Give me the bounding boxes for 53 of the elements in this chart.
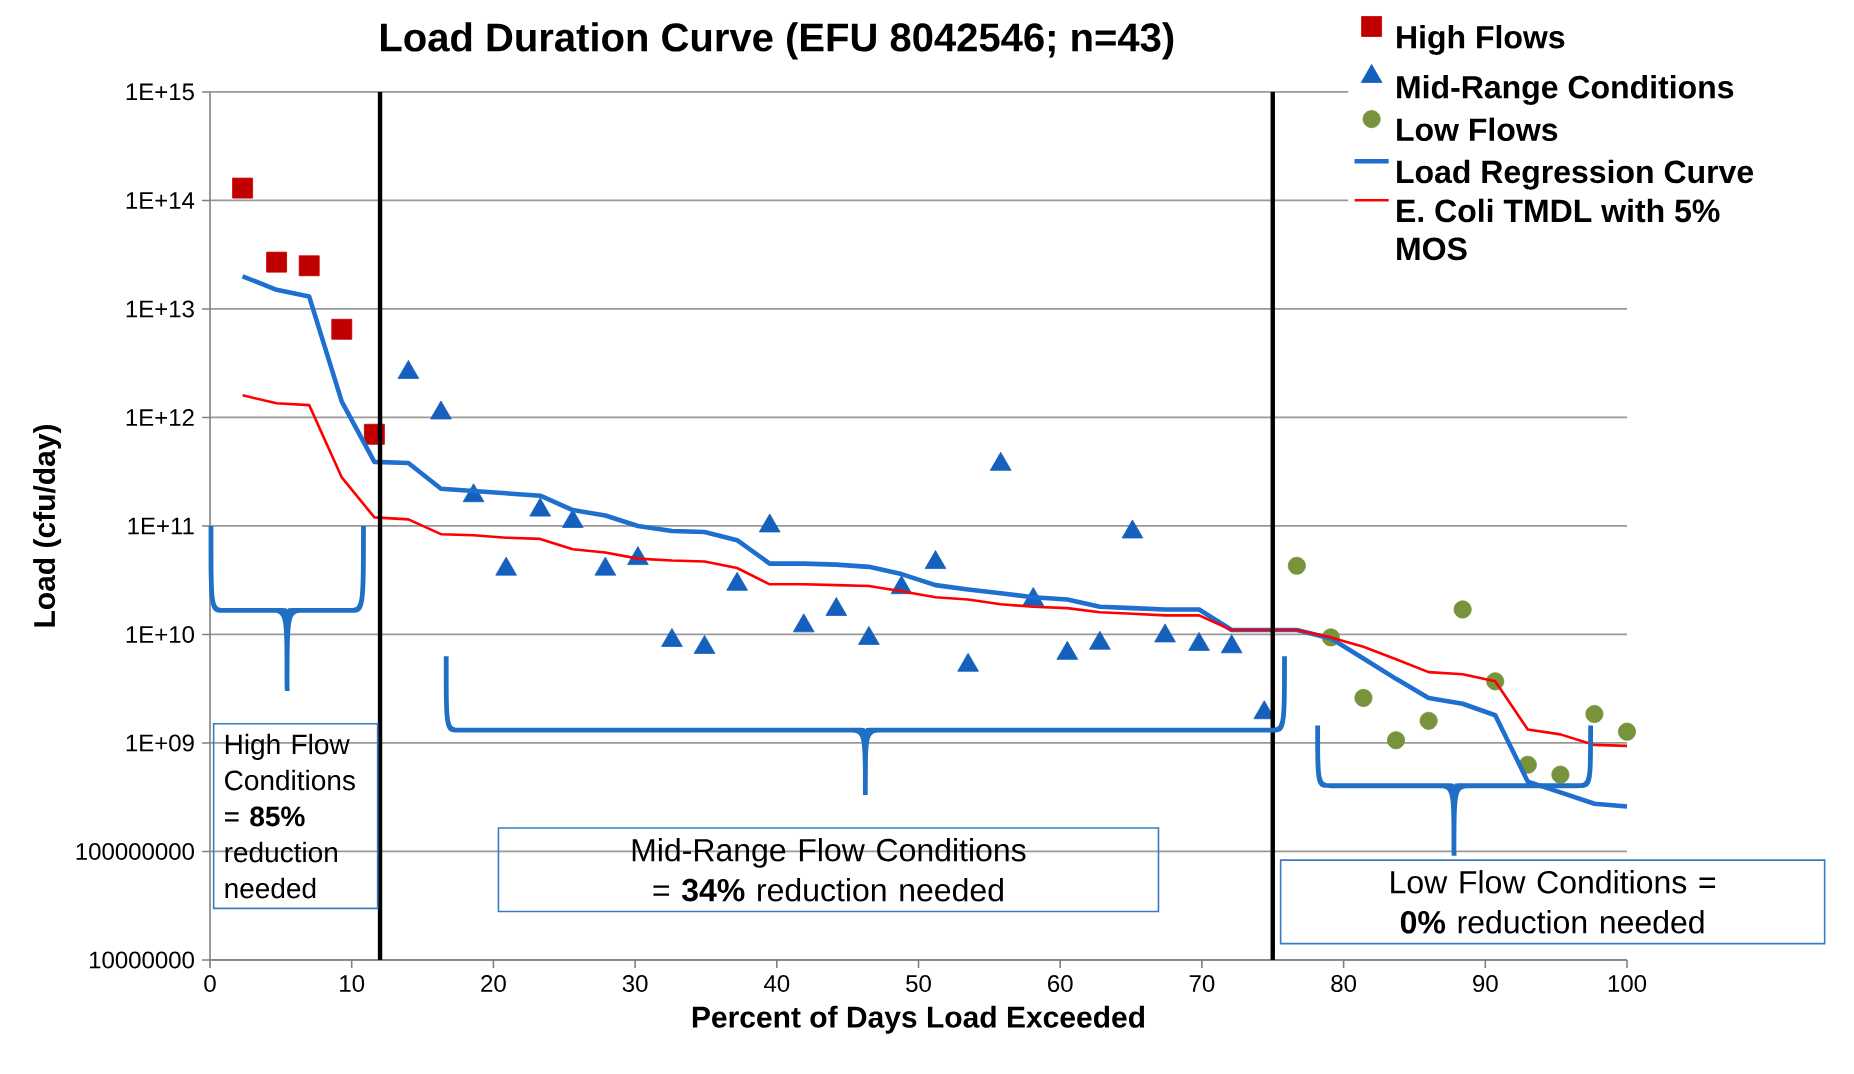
legend-label: Mid-Range Conditions xyxy=(1397,75,1734,105)
x-tick-label: 90 xyxy=(1473,975,1498,992)
x-tick-label: 10 xyxy=(340,975,365,992)
x-tick-label: 30 xyxy=(622,975,648,992)
point xyxy=(792,613,815,633)
legend-label: E. Coli TMDL with 5% MOS xyxy=(1397,198,1720,261)
legend-label: Load Regression Curve xyxy=(1397,159,1754,190)
x-tick-label: 60 xyxy=(1048,975,1073,992)
y-tick-label: 1E+15 xyxy=(126,83,194,101)
y-tick-label: 1E+09 xyxy=(126,734,194,752)
point xyxy=(397,360,420,379)
point xyxy=(430,400,452,420)
x-tick-label: 20 xyxy=(481,975,506,992)
point xyxy=(758,513,781,533)
point xyxy=(594,556,617,576)
point xyxy=(1121,519,1144,539)
point xyxy=(1089,630,1111,650)
x-axis-title: Percent of Days Load Exceeded xyxy=(692,1005,1145,1034)
y-tick-label: 1E+14 xyxy=(126,192,195,209)
legend-label: Low Flows xyxy=(1397,117,1558,142)
x-tick-label: 70 xyxy=(1189,975,1215,992)
annotation: Low Flow Conditions = 0% reduction needed xyxy=(1391,870,1716,934)
x-tick-label: 80 xyxy=(1331,975,1357,992)
point xyxy=(1188,632,1210,651)
annotation: High Flow Conditions = 85% reduction needed xyxy=(225,733,355,899)
point xyxy=(1154,623,1176,643)
point xyxy=(726,571,748,591)
point xyxy=(561,509,584,528)
y-tick-label: 1E+13 xyxy=(126,300,194,318)
y-tick-label: 1E+10 xyxy=(126,625,194,643)
point xyxy=(989,451,1012,471)
annotation: Mid-Range Flow Conditions = 34% reduction needed xyxy=(632,837,1026,902)
point xyxy=(957,652,979,672)
point xyxy=(693,635,716,654)
point xyxy=(924,550,947,569)
point xyxy=(1220,634,1243,654)
y-tick-label: 10000000 xyxy=(89,951,194,969)
point xyxy=(825,597,848,616)
y-tick-label: 100000000 xyxy=(76,842,194,860)
point xyxy=(661,628,683,647)
point xyxy=(858,626,880,645)
y-axis-title: Load (cfu/day) xyxy=(33,424,62,627)
x-tick-label: 40 xyxy=(764,975,790,992)
legend-label: High Flows xyxy=(1397,25,1565,55)
y-tick-label: 1E+11 xyxy=(128,517,194,535)
x-tick-label: 100 xyxy=(1608,975,1647,992)
x-tick-label: 50 xyxy=(906,975,931,992)
y-tick-label: 1E+12 xyxy=(126,409,194,426)
point xyxy=(495,556,517,576)
point xyxy=(529,497,551,517)
x-tick-label: 0 xyxy=(204,975,216,992)
chart-title: Load Duration Curve (EFU 8042546; n=43) xyxy=(381,22,1174,60)
point xyxy=(1056,640,1079,660)
